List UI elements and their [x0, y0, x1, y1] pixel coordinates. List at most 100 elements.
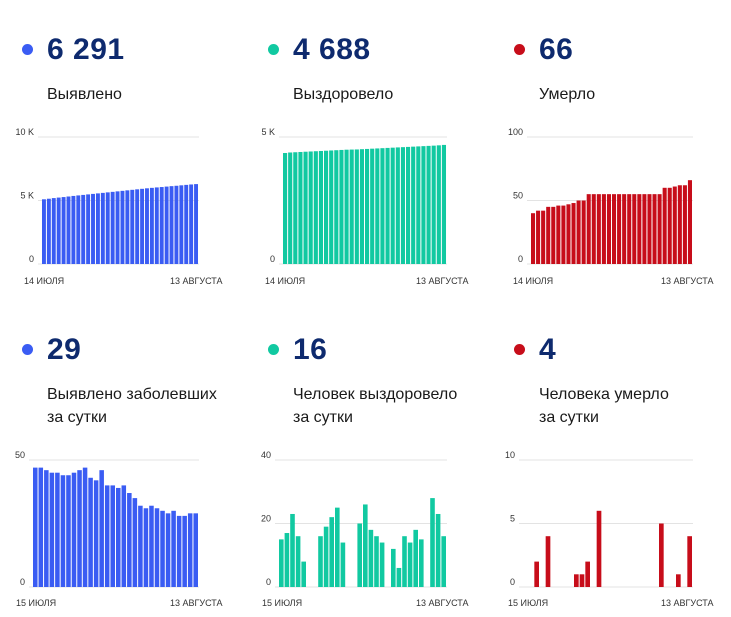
bar — [534, 561, 539, 587]
bar — [324, 150, 329, 264]
bar — [413, 529, 418, 587]
bar — [121, 485, 127, 587]
bar — [279, 539, 284, 588]
bar — [657, 194, 662, 264]
bar — [132, 498, 138, 587]
bar — [318, 536, 323, 587]
bar — [171, 510, 176, 587]
bar — [33, 467, 38, 587]
bar — [335, 507, 340, 588]
bar — [193, 513, 198, 587]
bar — [174, 185, 179, 264]
bar — [293, 152, 298, 264]
bar — [667, 187, 672, 264]
bar — [647, 194, 652, 264]
bar — [138, 505, 143, 587]
bar — [145, 188, 149, 264]
bar — [380, 148, 385, 264]
bar — [154, 508, 160, 587]
bar — [88, 477, 93, 587]
bar — [81, 194, 86, 264]
bar — [169, 186, 174, 264]
x-end-label: 13 АВГУСТА — [661, 276, 714, 286]
bar — [71, 195, 76, 264]
bar — [194, 184, 198, 264]
bar — [606, 194, 611, 264]
bar — [120, 190, 125, 264]
y-tick-label: 0 — [518, 254, 523, 264]
bar — [189, 184, 194, 264]
bar — [637, 194, 642, 264]
bar — [406, 146, 411, 264]
bar — [55, 472, 60, 587]
recovered-label: Выздоровело — [293, 86, 394, 103]
bar — [334, 150, 339, 264]
bar — [421, 146, 426, 264]
bar — [105, 192, 110, 264]
x-end-label: 13 АВГУСТА — [170, 276, 223, 286]
bar — [571, 203, 576, 264]
recovered-daily-label-line2: за сутки — [293, 409, 353, 426]
bar — [441, 144, 447, 264]
bar — [677, 185, 682, 264]
chart-died-daily: 0 5 10 15 ИЮЛЯ 13 АВГУСТА — [505, 450, 714, 608]
bar — [411, 146, 416, 264]
bar — [182, 515, 187, 587]
bar — [127, 493, 132, 587]
y-tick-label: 0 — [510, 577, 515, 587]
bar — [419, 539, 424, 588]
bar — [339, 149, 344, 264]
bar — [396, 567, 402, 587]
bar — [344, 149, 349, 264]
died-label: Умерло — [539, 86, 596, 103]
x-start-label: 14 ИЮЛЯ — [513, 276, 553, 286]
bar — [95, 193, 100, 264]
y-tick-label: 0 — [29, 254, 34, 264]
bar — [187, 513, 193, 587]
x-end-label: 13 АВГУСТА — [416, 276, 469, 286]
bar — [110, 485, 115, 587]
y-tick-label: 50 — [513, 191, 523, 201]
detected-daily-dot — [22, 344, 33, 355]
bar — [574, 574, 579, 587]
bar — [93, 480, 99, 587]
bar — [545, 536, 551, 587]
y-tick-label: 50 — [15, 450, 25, 460]
detected-daily-label-line2: за сутки — [47, 409, 107, 426]
bar — [303, 151, 308, 264]
detected-daily-value: 29 — [47, 333, 82, 366]
bar — [288, 152, 293, 264]
y-tick-label: 40 — [261, 450, 271, 460]
bar — [436, 145, 441, 264]
bar — [596, 510, 602, 587]
y-tick-label: 5 K — [261, 127, 275, 137]
bar — [99, 470, 104, 587]
y-tick-label: 0 — [20, 577, 25, 587]
bar — [323, 526, 329, 587]
chart-detected-daily: 0 50 15 ИЮЛЯ 13 АВГУСТА — [15, 450, 223, 608]
y-tick-label: 0 — [270, 254, 275, 264]
bar — [395, 147, 400, 264]
bar — [579, 574, 585, 587]
bar — [116, 487, 121, 587]
bar — [179, 185, 184, 264]
x-end-label: 13 АВГУСТА — [416, 598, 469, 608]
bar — [100, 192, 105, 264]
detected-dot — [22, 44, 33, 55]
bar — [390, 147, 395, 264]
x-end-label: 13 АВГУСТА — [661, 598, 714, 608]
bar — [622, 194, 627, 264]
detected-value: 6 291 — [47, 33, 125, 66]
bar — [354, 149, 359, 264]
bar — [370, 148, 375, 264]
x-start-label: 14 ИЮЛЯ — [24, 276, 64, 286]
bar — [672, 186, 677, 264]
bar — [349, 149, 354, 264]
bar — [176, 515, 182, 587]
bar — [82, 467, 88, 587]
x-start-label: 15 ИЮЛЯ — [508, 598, 548, 608]
y-tick-label: 20 — [261, 514, 271, 524]
bar — [77, 470, 82, 587]
bar — [165, 513, 171, 587]
bar — [298, 151, 303, 264]
